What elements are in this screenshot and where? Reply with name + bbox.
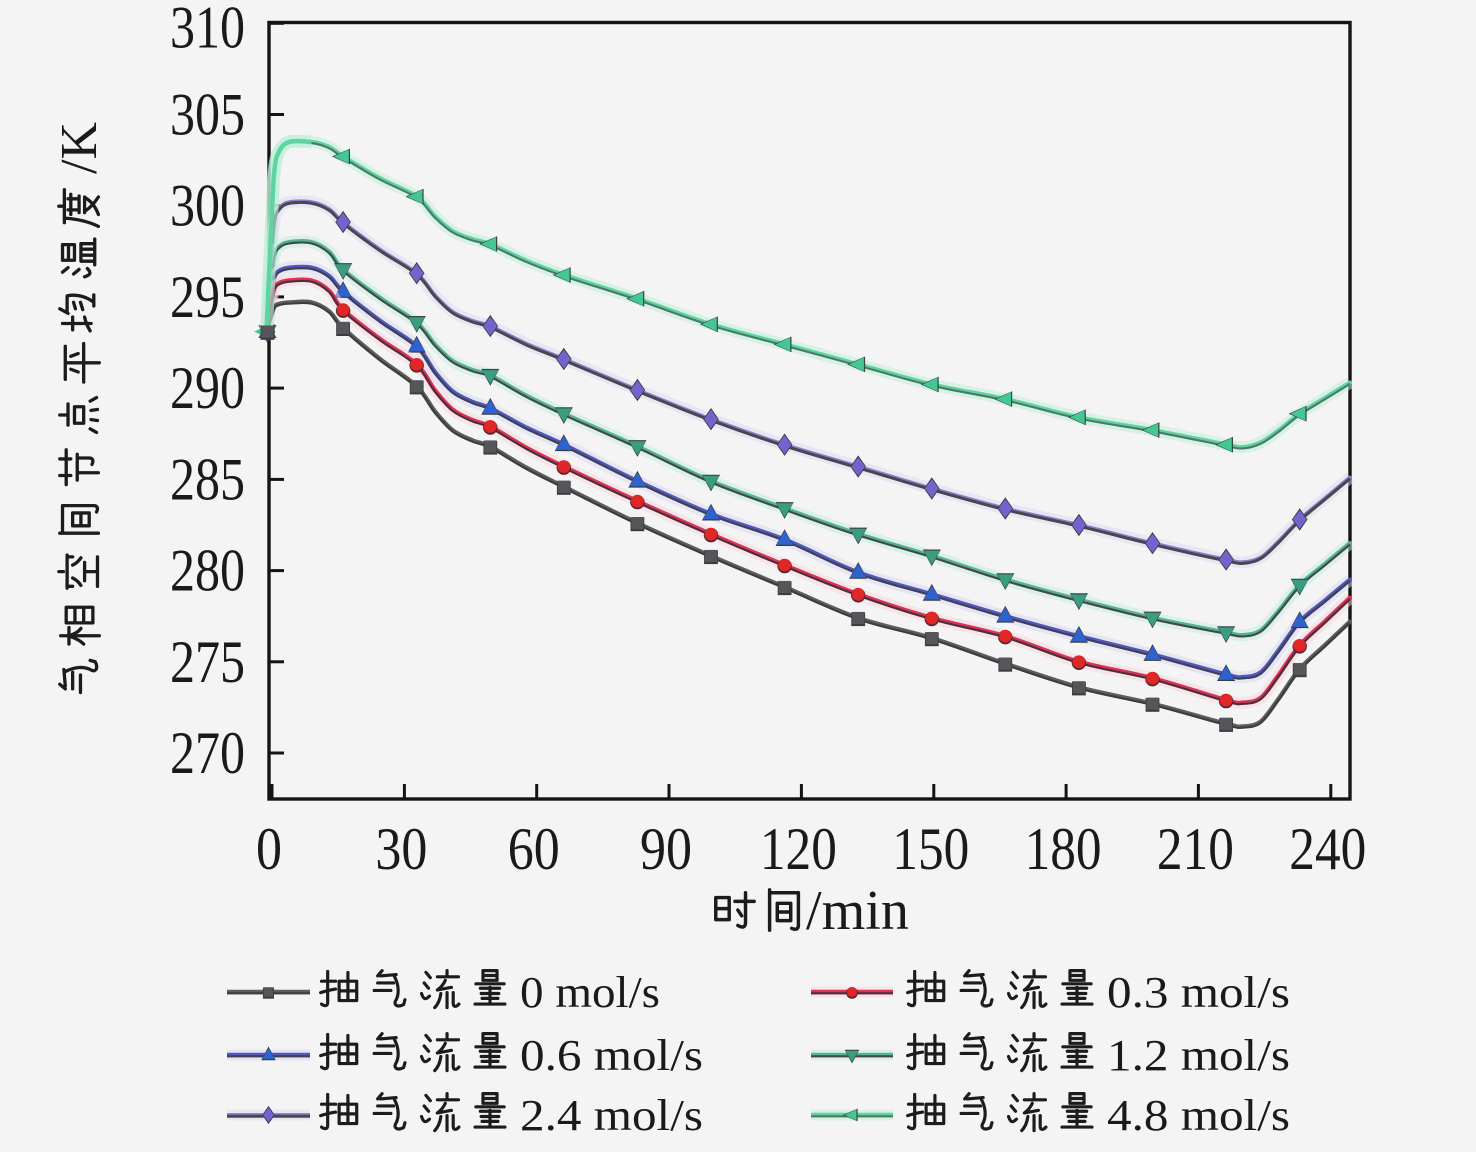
svg-text:120: 120 xyxy=(760,816,837,882)
svg-text:/min: /min xyxy=(806,880,909,942)
svg-text:30: 30 xyxy=(375,816,427,882)
svg-text:290: 290 xyxy=(170,355,245,421)
svg-text:2.4 mol/s: 2.4 mol/s xyxy=(520,1091,703,1140)
svg-text:60: 60 xyxy=(508,816,560,882)
svg-text:0 mol/s: 0 mol/s xyxy=(520,968,660,1017)
svg-text:285: 285 xyxy=(170,446,245,512)
svg-text:210: 210 xyxy=(1157,816,1234,882)
svg-text:1.2 mol/s: 1.2 mol/s xyxy=(1107,1031,1290,1080)
svg-text:150: 150 xyxy=(892,816,969,882)
svg-text:270: 270 xyxy=(170,720,245,786)
svg-text:240: 240 xyxy=(1289,816,1366,882)
svg-text:0.3 mol/s: 0.3 mol/s xyxy=(1107,968,1290,1017)
svg-text:0: 0 xyxy=(256,816,282,882)
svg-text:0.6 mol/s: 0.6 mol/s xyxy=(520,1031,703,1080)
svg-text:4.8 mol/s: 4.8 mol/s xyxy=(1107,1091,1290,1140)
svg-text:180: 180 xyxy=(1025,816,1102,882)
svg-text:280: 280 xyxy=(170,538,245,604)
svg-text:/K: /K xyxy=(51,122,108,174)
svg-text:275: 275 xyxy=(170,629,245,695)
svg-text:300: 300 xyxy=(170,173,245,239)
svg-text:310: 310 xyxy=(170,0,245,60)
svg-text:295: 295 xyxy=(170,264,245,330)
svg-text:90: 90 xyxy=(640,816,692,882)
svg-text:305: 305 xyxy=(170,82,245,148)
